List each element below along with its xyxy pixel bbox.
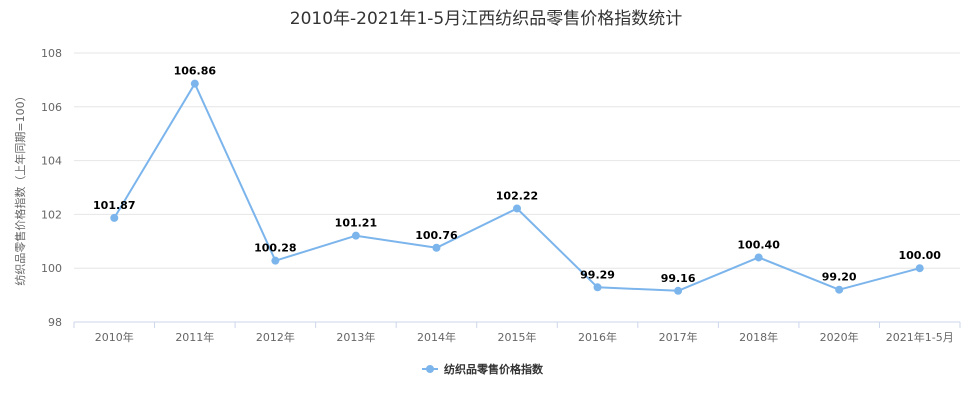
x-tick-label: 2020年 bbox=[820, 330, 859, 344]
x-tick-label: 2013年 bbox=[336, 330, 375, 344]
y-tick-label: 108 bbox=[41, 47, 62, 60]
y-axis-ticks: 98 100 102 104 106 108 bbox=[41, 47, 62, 329]
data-point[interactable] bbox=[915, 264, 924, 273]
data-label: 101.21 bbox=[335, 217, 377, 230]
data-label: 102.22 bbox=[496, 189, 538, 202]
data-point[interactable] bbox=[835, 285, 844, 294]
data-label: 106.86 bbox=[174, 65, 217, 78]
data-label: 101.87 bbox=[93, 199, 135, 212]
legend-label[interactable]: 纺织品零售价格指数 bbox=[444, 362, 544, 376]
x-tick-label: 2016年 bbox=[578, 330, 617, 344]
data-point[interactable] bbox=[674, 286, 683, 295]
y-axis-label: 纺织品零售价格指数（上年同期=100） bbox=[13, 90, 27, 285]
x-tick-label: 2018年 bbox=[739, 330, 778, 344]
data-label: 99.29 bbox=[580, 268, 615, 281]
y-tick-label: 98 bbox=[48, 316, 62, 329]
x-tick-label: 2021年1-5月 bbox=[886, 330, 954, 344]
y-tick-label: 100 bbox=[41, 262, 62, 275]
x-tick-label: 2011年 bbox=[175, 330, 214, 344]
x-tick-label: 2014年 bbox=[417, 330, 456, 344]
data-label: 99.16 bbox=[661, 272, 696, 285]
y-tick-label: 104 bbox=[41, 155, 62, 168]
data-point[interactable] bbox=[110, 213, 119, 222]
data-point[interactable] bbox=[190, 79, 199, 88]
series-layer bbox=[110, 79, 924, 295]
legend[interactable]: 纺织品零售价格指数 bbox=[422, 362, 544, 376]
data-label: 100.76 bbox=[415, 229, 458, 242]
data-point[interactable] bbox=[513, 204, 521, 213]
data-point[interactable] bbox=[271, 256, 280, 265]
x-tick-label: 2010年 bbox=[95, 330, 134, 344]
x-tick-label: 2017年 bbox=[659, 330, 698, 344]
chart-title: 2010年-2021年1-5月江西纺织品零售价格指数统计 bbox=[290, 9, 682, 29]
x-tick-label: 2015年 bbox=[498, 330, 537, 344]
data-label: 100.00 bbox=[899, 249, 942, 262]
data-point[interactable] bbox=[754, 253, 763, 262]
data-point[interactable] bbox=[351, 231, 360, 240]
legend-marker bbox=[426, 365, 434, 373]
data-labels: 101.87 106.86 100.28 101.21 100.76 102.22 99.2… bbox=[93, 65, 941, 285]
y-tick-label: 102 bbox=[41, 208, 62, 221]
data-label: 99.20 bbox=[822, 271, 857, 284]
data-point[interactable] bbox=[593, 283, 602, 292]
x-axis-ticks: 2010年 2011年 2012年 2013年 2014年 2015年 2016年 2017年… bbox=[73, 321, 961, 344]
data-label: 100.40 bbox=[737, 238, 780, 251]
data-point[interactable] bbox=[432, 243, 441, 252]
data-label: 100.28 bbox=[254, 242, 296, 255]
series-line bbox=[113, 82, 920, 292]
y-tick-label: 106 bbox=[41, 101, 62, 114]
x-tick-label: 2012年 bbox=[256, 330, 295, 344]
